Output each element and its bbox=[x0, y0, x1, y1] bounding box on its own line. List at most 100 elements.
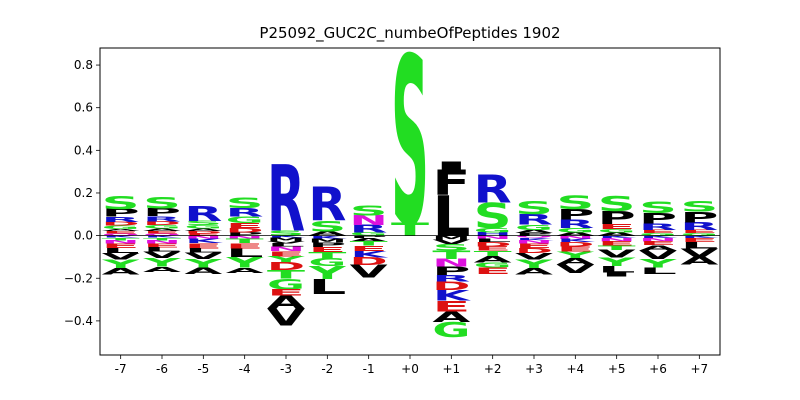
x-tick-label: +5 bbox=[608, 362, 626, 376]
x-tick-label: +6 bbox=[649, 362, 667, 376]
logo-letter-r: R bbox=[184, 202, 222, 226]
logo-letter-a: A bbox=[350, 237, 388, 242]
logo-letter-a: A bbox=[143, 265, 181, 274]
logo-letter-y: Y bbox=[101, 257, 140, 271]
y-tick-label: 0.8 bbox=[74, 58, 93, 72]
logo-letter-d: D bbox=[432, 279, 470, 293]
logo-letter-a: A bbox=[598, 232, 636, 237]
logo-letter-f: F bbox=[432, 163, 470, 204]
logo-letter-r: R bbox=[432, 274, 470, 284]
logo-letter-r: R bbox=[680, 221, 718, 233]
logo-letter-e: E bbox=[267, 288, 305, 298]
x-axis: -7 -6 -5 -4 -3 -2 -1 +0 +1 +2 +3 +4 +5 +6 +7 bbox=[115, 355, 708, 376]
logo-letter-a: A bbox=[474, 254, 513, 264]
logo-letter-t: T bbox=[598, 245, 636, 252]
logo-letter-l: L bbox=[639, 266, 677, 276]
x-tick-label: -2 bbox=[321, 362, 333, 376]
logo-letter-t: T bbox=[432, 249, 471, 262]
logo-letter-l: L bbox=[432, 185, 470, 250]
logo-letter-n: N bbox=[267, 246, 305, 253]
logo-letter-v: V bbox=[432, 239, 470, 246]
logo-letter-d: D bbox=[474, 241, 512, 248]
logo-letter-a: A bbox=[226, 266, 264, 275]
logo-letter-e: E bbox=[267, 250, 305, 258]
logo-letter-g: G bbox=[184, 224, 222, 229]
logo-letter-s: S bbox=[308, 218, 346, 235]
logo-letter-q: Q bbox=[515, 235, 553, 238]
logo-letter-e: E bbox=[474, 245, 512, 252]
y-tick-label: −0.4 bbox=[64, 314, 93, 328]
logo-letter-r: R bbox=[308, 178, 346, 232]
logo-letter-v: V bbox=[680, 246, 719, 259]
logo-letter-t: T bbox=[308, 251, 346, 261]
logo-letter-g: G bbox=[350, 231, 388, 236]
logo-letter-e: E bbox=[515, 242, 553, 249]
logo-letter-r: R bbox=[556, 218, 594, 231]
logo-letter-s: S bbox=[474, 195, 512, 236]
logo-letter-v: V bbox=[267, 304, 305, 331]
logo-letter-g: G bbox=[474, 261, 512, 270]
logo-letter-s: S bbox=[556, 192, 594, 214]
logo-letter-n: N bbox=[350, 213, 388, 228]
x-tick-label: -3 bbox=[280, 362, 292, 376]
logo-letter-v: V bbox=[102, 252, 141, 262]
logo-letter-k: K bbox=[309, 235, 347, 240]
x-tick-label: -5 bbox=[197, 362, 209, 376]
logo-letter-p: P bbox=[102, 207, 140, 219]
logo-letter-a: A bbox=[639, 244, 677, 253]
logo-letter-s: S bbox=[432, 242, 470, 252]
logo-letter-y: Y bbox=[184, 257, 223, 271]
logo-letter-y: Y bbox=[638, 257, 677, 271]
logo-letter-s: S bbox=[184, 220, 222, 227]
logo-letter-t: T bbox=[350, 240, 388, 247]
logo-letter-g: G bbox=[515, 223, 553, 232]
logo-letter-n: N bbox=[432, 257, 470, 269]
logo-letter-e: E bbox=[102, 242, 140, 249]
logo-letter-l: L bbox=[267, 243, 305, 248]
logo-letter-a: A bbox=[143, 228, 181, 232]
logo-letter-p: P bbox=[639, 210, 677, 227]
logo-letter-n: N bbox=[598, 237, 636, 242]
logo-letter-n: N bbox=[143, 239, 181, 244]
y-tick-label: 0.4 bbox=[74, 143, 93, 157]
x-tick-label: +7 bbox=[690, 362, 708, 376]
logo-letter-l: L bbox=[102, 247, 140, 255]
logo-letter-m: M bbox=[267, 237, 305, 242]
logo-letter-r: R bbox=[639, 222, 677, 232]
logo-letter-k: K bbox=[350, 249, 389, 259]
logo-letter-s: S bbox=[143, 194, 181, 213]
logo-letter-e: E bbox=[143, 243, 181, 249]
logo-letter-t: T bbox=[226, 238, 264, 245]
logo-letter-s: S bbox=[350, 203, 388, 218]
logo-letter-k: K bbox=[640, 235, 678, 239]
logo-letter-n: N bbox=[639, 237, 677, 242]
logo-letter-l: L bbox=[598, 264, 636, 274]
logo-letter-m: M bbox=[308, 238, 346, 244]
logo-letter-q: Q bbox=[143, 233, 181, 236]
logo-letter-g: G bbox=[143, 224, 181, 229]
logo-letter-s: S bbox=[639, 198, 677, 217]
logo-letter-k: K bbox=[681, 235, 719, 239]
logo-letter-a: A bbox=[515, 266, 554, 276]
logo-letter-r: R bbox=[267, 147, 305, 253]
logo-letter-p: P bbox=[598, 208, 636, 228]
logo-letter-g: G bbox=[639, 232, 677, 236]
logo-letter-k: K bbox=[557, 238, 595, 243]
logo-letter-g: G bbox=[432, 319, 470, 342]
x-tick-label: -6 bbox=[156, 362, 168, 376]
x-tick-label: +0 bbox=[401, 362, 419, 376]
y-tick-label: −0.2 bbox=[64, 271, 93, 285]
logo-letter-r: R bbox=[350, 223, 388, 235]
logo-letter-r: R bbox=[143, 215, 181, 223]
logo-letter-s: S bbox=[391, 11, 429, 278]
logo-letter-e: E bbox=[184, 242, 222, 250]
logo-letter-r: R bbox=[474, 168, 512, 212]
logo-letter-k: K bbox=[185, 238, 223, 245]
logo-letter-g: G bbox=[102, 225, 140, 230]
logo-letter-p: P bbox=[432, 264, 470, 278]
logo-letter-l: L bbox=[184, 247, 222, 254]
logo-letter-e: E bbox=[639, 240, 677, 246]
logo-letter-v: V bbox=[556, 262, 595, 275]
logo-letter-e: E bbox=[680, 229, 718, 234]
